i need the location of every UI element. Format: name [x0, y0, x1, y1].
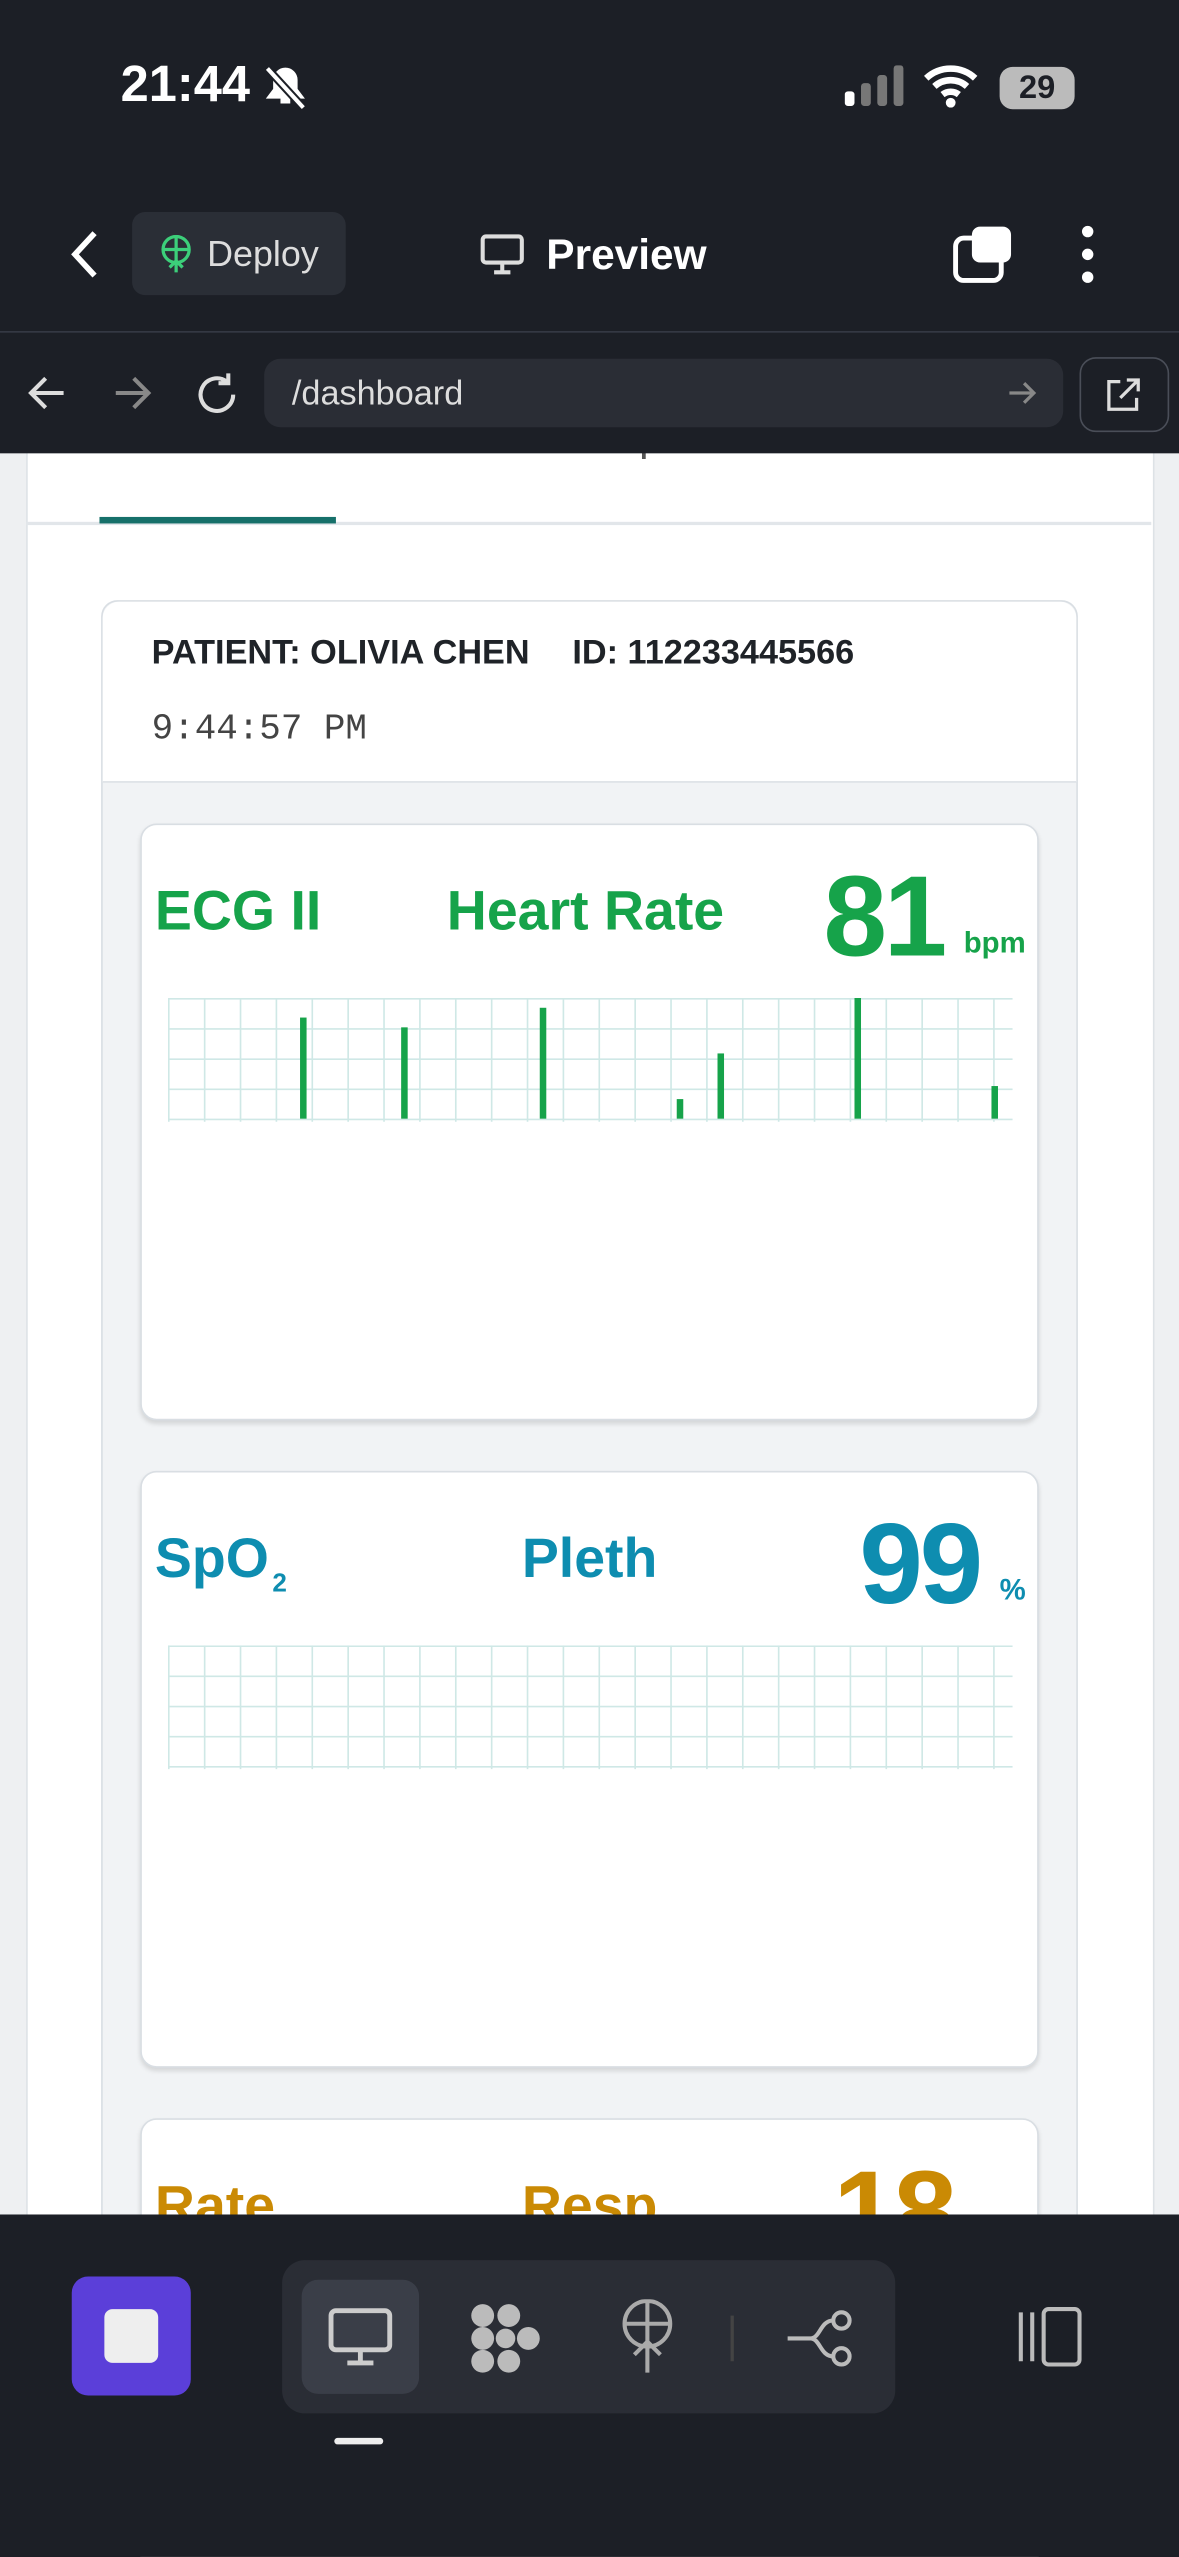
reload[interactable]	[192, 370, 241, 419]
waveform	[167, 1645, 1013, 1770]
waveform	[167, 997, 1013, 1122]
tool-selected[interactable]	[301, 2279, 420, 2394]
nav-back[interactable]	[26, 372, 68, 414]
url-field[interactable]: /dashboard	[264, 358, 1064, 428]
patient-id: ID: 112233445566	[572, 634, 855, 672]
deploy-icon	[161, 234, 191, 273]
tab-indicator	[99, 516, 336, 524]
tabs-button[interactable]	[952, 225, 1014, 284]
bell-off-icon	[264, 65, 307, 111]
url-text: /dashboard	[291, 375, 464, 413]
open-external[interactable]	[1079, 357, 1170, 433]
monitor-label: ECG II	[154, 880, 322, 943]
stop-button[interactable]	[71, 2276, 191, 2396]
patient-name: PATIENT: OLIVIA CHEN	[151, 634, 530, 672]
menu-button[interactable]	[1076, 225, 1099, 284]
deploy-label: Deploy	[207, 233, 319, 274]
vital-unit: %	[999, 1573, 1026, 1607]
shell-icon[interactable]	[466, 2303, 541, 2375]
layout-icon[interactable]	[1011, 2306, 1083, 2368]
status-time: 21:44	[120, 55, 250, 113]
branch-icon[interactable]	[784, 2309, 856, 2368]
patient-header	[102, 601, 1077, 783]
preview-icon	[480, 234, 524, 275]
address-bar: /dashboard	[0, 331, 1179, 454]
external-icon	[1107, 378, 1140, 411]
bottom-bar	[0, 2214, 1179, 2557]
back-button[interactable]	[65, 228, 104, 280]
battery: 29	[999, 66, 1075, 110]
vital-value: 81	[823, 852, 948, 981]
separator	[730, 2315, 734, 2362]
deploy-tool-icon[interactable]	[618, 2299, 677, 2374]
deploy-button[interactable]: Deploy	[132, 211, 346, 296]
clock: 9:44:57 PM	[151, 709, 367, 751]
vital-unit: bpm	[963, 926, 1026, 959]
monitor-label: SpO	[154, 1527, 269, 1590]
grid	[167, 1645, 1013, 1770]
signal-icon	[844, 65, 904, 106]
tab-border	[26, 521, 1152, 526]
active-indicator	[334, 2437, 384, 2445]
preview-label[interactable]: Preview	[546, 229, 707, 279]
wave-label: Heart Rate	[446, 880, 725, 943]
go-icon	[1009, 382, 1037, 404]
monitor-card: ECG II Heart Rate 81 bpm	[140, 823, 1039, 1421]
label-subscript: 2	[272, 1570, 287, 1599]
monitor-card: SpO 2 Pleth 99 %	[140, 1470, 1039, 2068]
stop-icon	[104, 2309, 159, 2363]
ecg-spikes	[300, 997, 998, 1119]
wifi-icon	[924, 65, 978, 108]
tool-group	[282, 2260, 896, 2414]
nav-forward[interactable]	[111, 372, 153, 414]
vital-value: 99	[859, 1500, 983, 1628]
monitor-icon	[328, 2308, 393, 2366]
grid	[167, 997, 1013, 1122]
top-bar: 21:44 29 Deploy Preview	[0, 0, 1179, 332]
wave-label: Pleth	[521, 1527, 658, 1590]
